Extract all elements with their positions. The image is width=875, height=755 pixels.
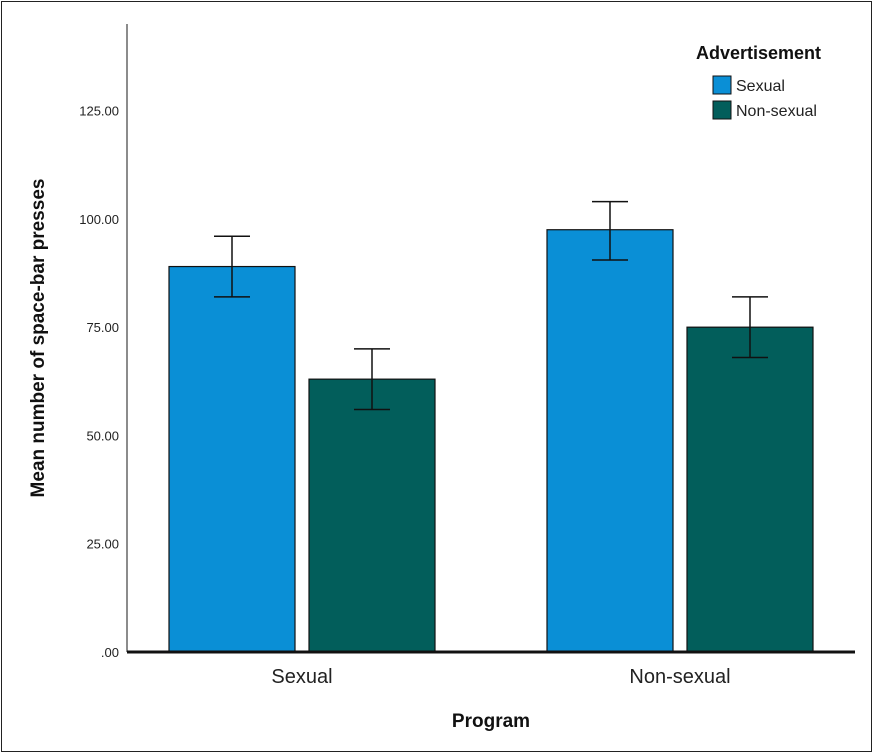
bar-sexual-non-sexual (546, 229, 674, 653)
x-axis-category-labels: Sexual Non-sexual (271, 666, 730, 688)
x-category-label: Non-sexual (629, 666, 730, 688)
legend: Advertisement Sexual Non-sexual (696, 43, 821, 120)
y-tick-label: .00 (101, 645, 119, 660)
legend-swatch (712, 100, 732, 120)
bar-non-sexual-non-sexual (686, 326, 814, 653)
y-tick-label: 25.00 (86, 537, 119, 552)
y-tick-label: 50.00 (86, 428, 119, 443)
bar-non-sexual-sexual (308, 378, 436, 653)
y-axis-ticks: .00 25.00 50.00 75.00 100.00 125.00 (79, 104, 119, 660)
y-tick-label: 100.00 (79, 212, 119, 227)
legend-label: Sexual (736, 78, 785, 95)
error-bars (214, 200, 768, 411)
x-axis-title: Program (452, 711, 530, 732)
error-bar (592, 200, 628, 261)
y-axis-title: Mean number of space-bar presses (28, 179, 49, 498)
x-category-label: Sexual (271, 666, 332, 688)
legend-title: Advertisement (696, 43, 821, 63)
error-bar (214, 235, 250, 298)
bars (168, 229, 814, 653)
error-bar (354, 348, 390, 411)
bar-sexual-sexual (168, 265, 296, 653)
legend-swatch (712, 75, 732, 95)
y-tick-label: 75.00 (86, 320, 119, 335)
error-bar (732, 296, 768, 359)
legend-label: Non-sexual (736, 103, 817, 120)
y-tick-label: 125.00 (79, 104, 119, 119)
